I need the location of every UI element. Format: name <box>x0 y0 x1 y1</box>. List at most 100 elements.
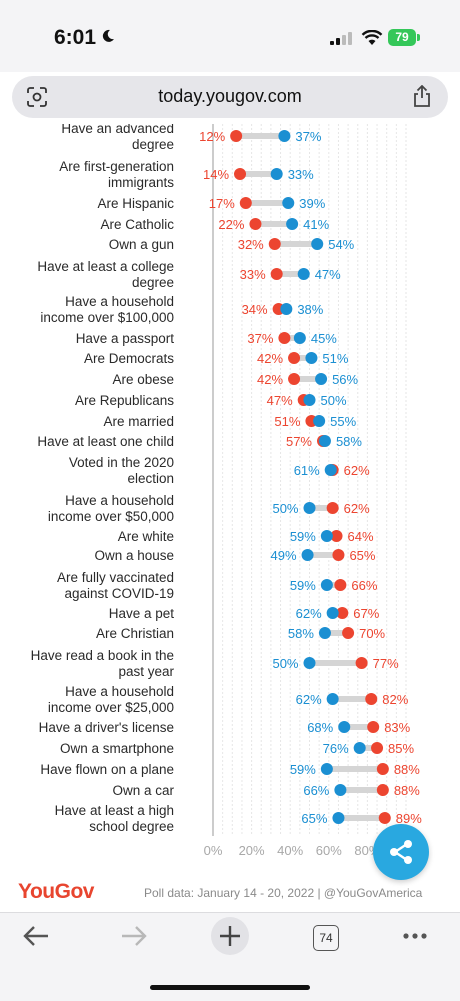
blue-value-label: 56% <box>332 372 358 387</box>
red-dot <box>288 373 301 385</box>
category-label: Own a car <box>112 783 174 798</box>
back-arrow-icon[interactable] <box>22 924 50 948</box>
blue-dot <box>315 373 328 385</box>
red-value-label: 47% <box>267 393 293 408</box>
red-dot <box>336 607 349 619</box>
red-value-label: 12% <box>199 129 225 144</box>
moon-icon <box>102 29 114 42</box>
red-dot <box>234 168 247 180</box>
category-label: Own a house <box>94 548 174 563</box>
blue-value-label: 38% <box>297 302 323 317</box>
blue-dot <box>318 435 331 447</box>
category-label: Have a pet <box>109 606 175 621</box>
red-value-label: 67% <box>353 606 379 621</box>
blue-dot <box>270 168 283 180</box>
category-label: Have an advanced <box>61 124 174 136</box>
blue-dot <box>332 812 345 824</box>
battery-indicator: 79 <box>388 29 416 46</box>
url-text[interactable]: today.yougov.com <box>158 86 302 106</box>
red-dot <box>249 218 262 230</box>
red-dot <box>378 812 391 824</box>
category-label: Have a household <box>65 294 174 309</box>
blue-value-label: 45% <box>311 331 337 346</box>
category-label: Are white <box>118 529 174 544</box>
blue-value-label: 49% <box>271 548 297 563</box>
blue-dot <box>338 721 351 733</box>
page-scan-icon[interactable] <box>26 87 48 107</box>
blue-dot <box>326 607 339 619</box>
red-dot <box>332 549 345 561</box>
signal-icon <box>330 32 352 45</box>
blue-dot <box>286 218 299 230</box>
red-value-label: 70% <box>359 626 385 641</box>
red-value-label: 17% <box>209 196 235 211</box>
battery-level: 79 <box>395 30 409 44</box>
tabs-button[interactable]: 74 <box>313 925 339 951</box>
red-value-label: 42% <box>257 372 283 387</box>
red-value-label: 65% <box>349 548 375 563</box>
forward-arrow-icon[interactable] <box>120 924 148 948</box>
red-value-label: 62% <box>344 463 370 478</box>
blue-dot <box>318 627 331 639</box>
blue-dot <box>282 197 295 209</box>
category-label: Have a household <box>65 684 174 699</box>
category-label: Own a smartphone <box>60 741 174 756</box>
blue-value-label: 61% <box>294 463 320 478</box>
more-dots-icon[interactable] <box>402 932 428 940</box>
dumbbell-chart: 0% 20% 40% 60% 80% Have an advanced degree 12% 3… <box>0 124 460 864</box>
category-label: Are fully vaccinated <box>57 570 174 585</box>
category-label: Have read a book in the <box>31 648 174 663</box>
address-bar[interactable]: today.yougov.com <box>12 76 448 118</box>
red-dot <box>376 784 389 796</box>
source-note: Poll data: January 14 - 20, 2022 | @YouG… <box>144 886 423 900</box>
blue-value-label: 50% <box>272 656 298 671</box>
blue-value-label: 58% <box>288 626 314 641</box>
category-label: Are Hispanic <box>97 196 174 211</box>
blue-dot <box>353 742 366 754</box>
blue-dot <box>334 784 347 796</box>
category-label: degree <box>132 137 174 152</box>
clock: 6:01 <box>54 26 97 49</box>
share-fab-button[interactable] <box>373 824 429 880</box>
blue-dot <box>326 693 339 705</box>
category-label: Are married <box>103 414 174 429</box>
category-label: Voted in the 2020 <box>69 455 174 470</box>
blue-dot <box>303 394 316 406</box>
red-value-label: 64% <box>348 529 374 544</box>
brand-logo[interactable]: YouGov <box>18 880 94 903</box>
red-value-label: 42% <box>257 351 283 366</box>
category-label: Have a passport <box>76 331 175 346</box>
blue-dot <box>303 657 316 669</box>
blue-dot <box>278 130 291 142</box>
share-icon[interactable] <box>412 85 432 107</box>
red-dot <box>278 332 291 344</box>
red-value-label: 82% <box>382 692 408 707</box>
blue-value-label: 41% <box>303 217 329 232</box>
red-value-label: 77% <box>373 656 399 671</box>
red-dot <box>268 238 281 250</box>
category-label: past year <box>118 664 174 679</box>
blue-dot <box>280 303 293 315</box>
blue-value-label: 50% <box>272 501 298 516</box>
blue-dot <box>311 238 324 250</box>
category-label: Have at least a high <box>55 803 174 818</box>
share-nodes-icon <box>390 840 412 864</box>
blue-value-label: 76% <box>323 741 349 756</box>
category-label: income over $50,000 <box>48 509 174 524</box>
red-dot <box>365 693 378 705</box>
blue-value-label: 66% <box>303 783 329 798</box>
status-bar: 6:01 79 <box>0 0 460 72</box>
category-label: income over $100,000 <box>40 310 174 325</box>
blue-value-label: 62% <box>296 606 322 621</box>
red-dot <box>367 721 380 733</box>
category-label: election <box>127 471 174 486</box>
blue-value-label: 59% <box>290 762 316 777</box>
category-label: degree <box>132 275 174 290</box>
red-value-label: 88% <box>394 762 420 777</box>
blue-value-label: 50% <box>321 393 347 408</box>
red-value-label: 22% <box>218 217 244 232</box>
category-label: Are Christian <box>96 626 174 641</box>
blue-value-label: 58% <box>336 434 362 449</box>
new-tab-plus-icon[interactable] <box>210 916 250 956</box>
red-dot <box>334 579 347 591</box>
